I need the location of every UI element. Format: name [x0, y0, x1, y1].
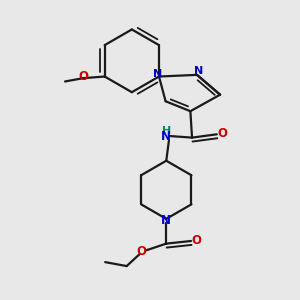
- Text: O: O: [136, 245, 146, 258]
- Text: O: O: [217, 127, 227, 140]
- Text: O: O: [191, 234, 201, 247]
- Text: O: O: [78, 70, 88, 83]
- Text: N: N: [161, 130, 171, 143]
- Text: H: H: [162, 126, 171, 136]
- Text: N: N: [161, 214, 171, 227]
- Text: N: N: [194, 66, 203, 76]
- Text: N: N: [153, 69, 162, 79]
